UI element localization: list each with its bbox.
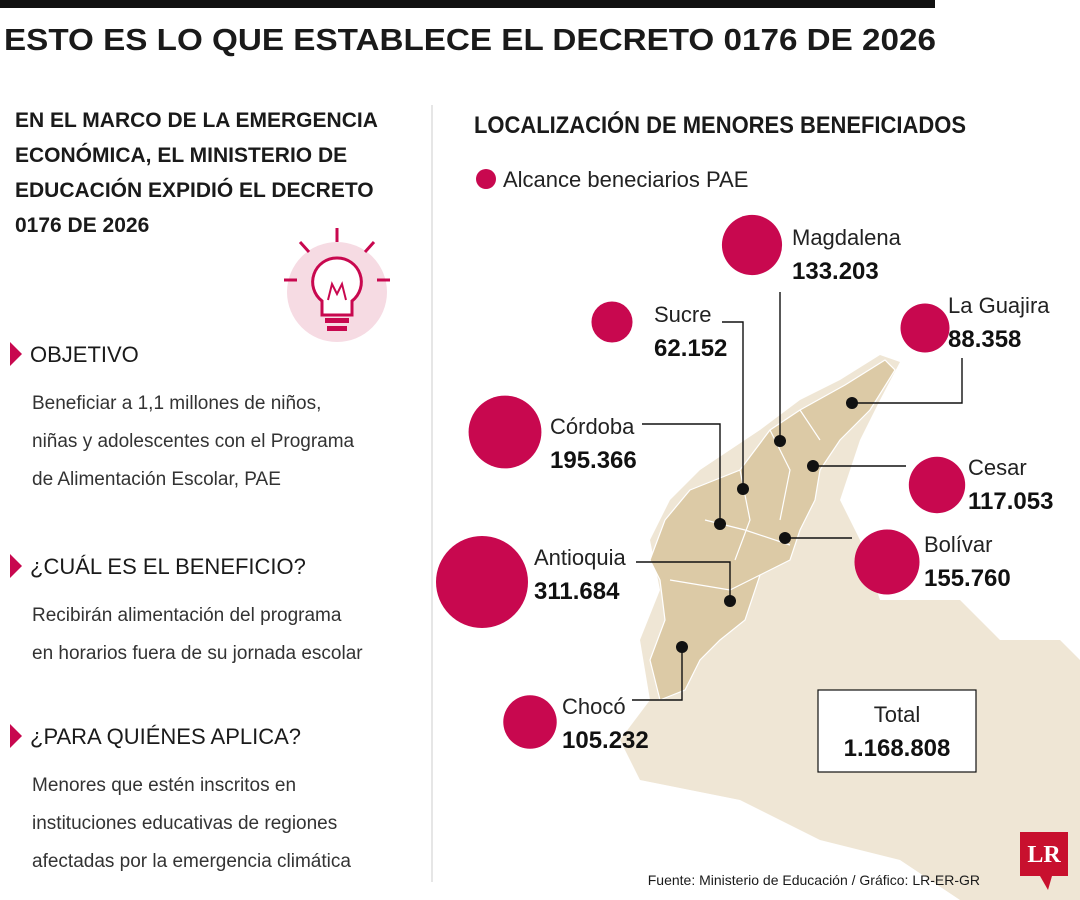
region-name: Antioquia (534, 545, 627, 570)
region-name: Sucre (654, 302, 711, 327)
region-value: 105.232 (562, 727, 649, 754)
leader-line (632, 647, 683, 701)
region-value: 195.366 (550, 447, 637, 474)
leader-line (852, 358, 963, 404)
total-box: Total 1.168.808 (817, 689, 977, 773)
map (620, 355, 1080, 900)
map-dot (779, 532, 791, 544)
bubble (591, 301, 633, 343)
map-dot (714, 518, 726, 530)
section-heading: ¿CUÁL ES EL BENEFICIO? (30, 554, 306, 579)
region-name: Bolívar (924, 532, 992, 557)
section-text: afectadas por la emergencia climática (32, 851, 351, 872)
leader-line (642, 423, 721, 524)
section-text: niñas y adolescentes con el Programa (32, 431, 355, 452)
section-marker (10, 554, 22, 578)
map-dot (846, 397, 858, 409)
logo-text: LR (1027, 842, 1061, 868)
section-text: instituciones educativas de regiones (32, 813, 337, 834)
region-value: 117.053 (968, 488, 1053, 515)
logo: LR (1020, 832, 1068, 890)
intro-line: 0176 DE 2026 (15, 214, 149, 237)
map-dot (737, 483, 749, 495)
bubble (908, 456, 966, 514)
map-dot (774, 435, 786, 447)
region-value: 62.152 (654, 335, 727, 362)
map-dot (724, 595, 736, 607)
section-text: Menores que estén inscritos en (32, 775, 296, 796)
region-value: 133.203 (792, 258, 879, 285)
leader-line (636, 561, 731, 601)
region-name: Cesar (968, 455, 1027, 480)
section-text: en horarios fuera de su jornada escolar (32, 643, 363, 664)
legend-swatch (476, 169, 496, 189)
legend-label: Alcance beneciarios PAE (503, 167, 748, 192)
section-text: Beneficiar a 1,1 millones de niños, (32, 393, 321, 414)
leader-line (722, 321, 744, 489)
section-heading: ¿PARA QUIÉNES APLICA? (30, 724, 301, 749)
section-text: de Alimentación Escolar, PAE (32, 469, 281, 490)
bubble (436, 536, 528, 628)
bubble (721, 214, 783, 276)
intro-line: ECONÓMICA, EL MINISTERIO DE (15, 143, 347, 167)
section-marker (10, 724, 22, 748)
section-heading: OBJETIVO (30, 342, 139, 367)
source: Fuente: Ministerio de Educación / Gráfic… (648, 872, 980, 888)
map-dot (807, 460, 819, 472)
region-name: Chocó (562, 694, 626, 719)
bubble (468, 395, 542, 469)
bubble (854, 529, 920, 595)
lightbulb-icon (284, 228, 390, 342)
bubble (503, 695, 557, 749)
section-text: Recibirán alimentación del programa (32, 605, 342, 626)
region-value: 311.684 (534, 578, 620, 605)
top-bar (0, 0, 935, 8)
region-name: Magdalena (792, 225, 902, 250)
intro-line: EDUCACIÓN EXPIDIÓ EL DECRETO (15, 178, 374, 202)
title: ESTO ES LO QUE ESTABLECE EL DECRETO 0176… (4, 22, 936, 57)
region-name: La Guajira (948, 293, 1050, 318)
map-dot (676, 641, 688, 653)
region-value: 155.760 (924, 565, 1011, 592)
total-label: Total (874, 702, 920, 727)
total-value: 1.168.808 (844, 735, 951, 762)
region-value: 88.358 (948, 326, 1021, 353)
intro-line: EN EL MARCO DE LA EMERGENCIA (15, 109, 378, 132)
section-marker (10, 342, 22, 366)
map-title: LOCALIZACIÓN DE MENORES BENEFICIADOS (474, 111, 966, 139)
bubble (900, 303, 950, 353)
region-name: Córdoba (550, 414, 635, 439)
